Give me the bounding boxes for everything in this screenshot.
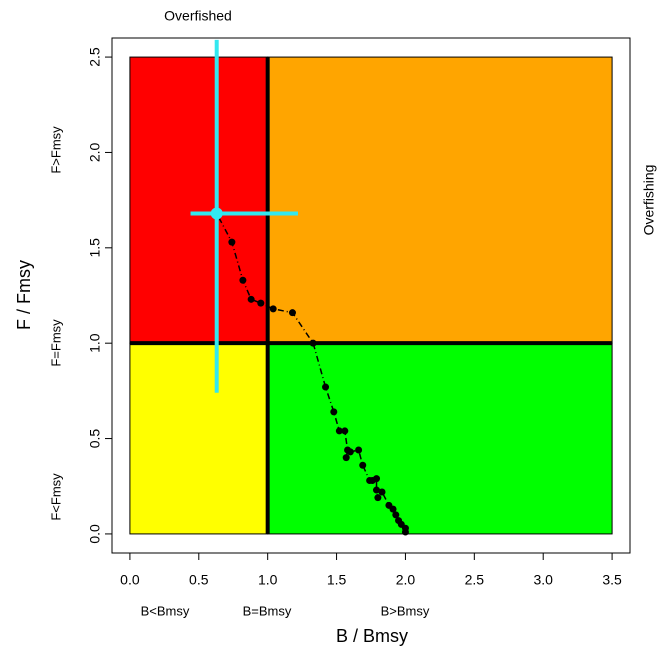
point <box>288 309 296 317</box>
region <box>129 56 269 344</box>
point <box>355 446 363 454</box>
region <box>267 342 613 535</box>
y-tick-label: 2.0 <box>87 143 103 163</box>
point <box>247 295 255 303</box>
point <box>322 383 330 391</box>
point <box>269 305 277 313</box>
x-axis-title: B / Bmsy <box>336 626 408 646</box>
region <box>267 56 613 344</box>
x-zone-label: B=Bmsy <box>243 603 292 618</box>
point <box>309 339 317 347</box>
point <box>395 517 403 525</box>
point <box>257 299 265 307</box>
y-zone-label: F>Fmsy <box>48 126 63 174</box>
point <box>335 427 343 435</box>
right-label: Overfishing <box>641 165 657 236</box>
y-zone-label: F<Fmsy <box>48 473 63 521</box>
chart-title: Overfished <box>164 8 232 24</box>
point <box>228 238 236 246</box>
point <box>342 454 350 462</box>
point <box>239 276 247 284</box>
region <box>129 342 269 535</box>
x-zone-label: B>Bmsy <box>381 603 430 618</box>
x-tick-label: 1.5 <box>327 572 347 588</box>
x-zone-label: B<Bmsy <box>141 603 190 618</box>
x-tick-label: 2.5 <box>465 572 485 588</box>
y-axis-title: F / Fmsy <box>14 260 34 330</box>
y-tick-label: 1.0 <box>87 333 103 353</box>
point <box>378 488 386 496</box>
y-tick-label: 2.5 <box>87 47 103 67</box>
point <box>374 494 382 502</box>
x-tick-label: 2.0 <box>396 572 416 588</box>
y-zone-label: F=Fmsy <box>48 319 63 367</box>
y-tick-label: 1.5 <box>87 238 103 258</box>
y-tick-label: 0.5 <box>87 429 103 449</box>
x-tick-label: 0.0 <box>120 572 140 588</box>
point <box>330 408 338 416</box>
x-tick-label: 1.0 <box>258 572 278 588</box>
point <box>341 427 349 435</box>
point <box>366 477 374 485</box>
point <box>373 486 381 494</box>
point <box>359 461 367 469</box>
point <box>344 446 352 454</box>
x-tick-label: 3.0 <box>533 572 553 588</box>
point <box>385 501 393 509</box>
current-point <box>210 207 223 220</box>
point <box>392 511 400 519</box>
x-tick-label: 3.5 <box>602 572 622 588</box>
y-tick-label: 0.0 <box>87 524 103 544</box>
x-tick-label: 0.5 <box>189 572 209 588</box>
